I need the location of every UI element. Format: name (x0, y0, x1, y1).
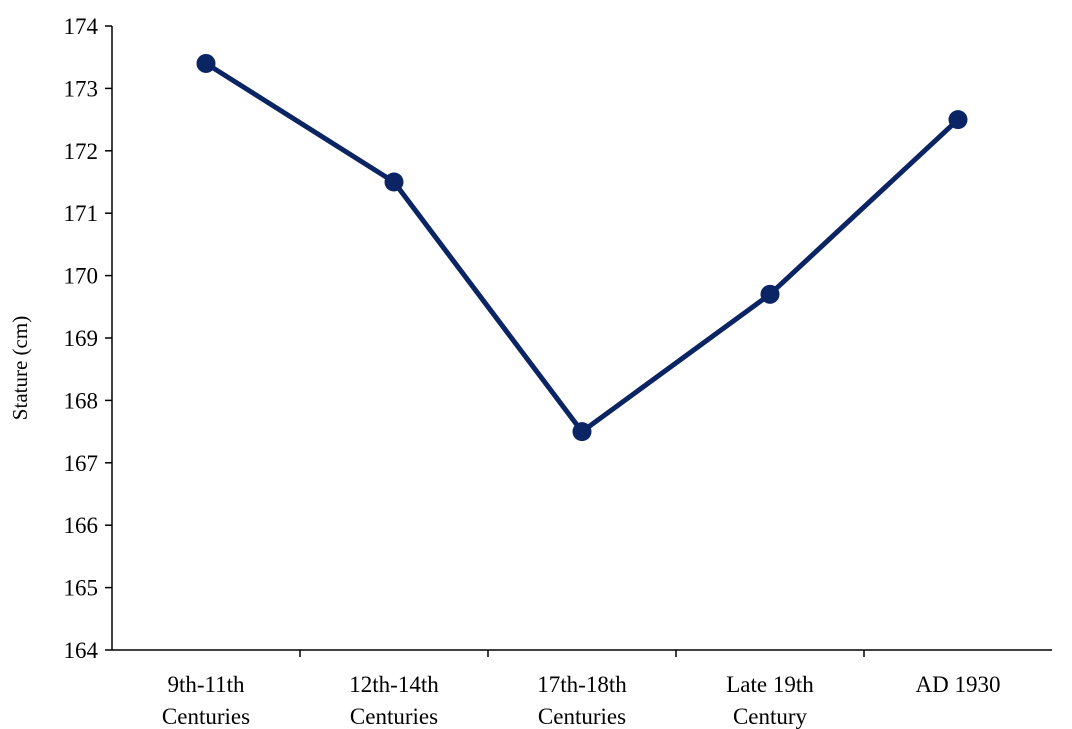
x-category-label-line: 12th-14th (349, 672, 439, 697)
series-line (203, 60, 961, 435)
x-category-label-line: Centuries (538, 704, 626, 729)
data-point (196, 53, 216, 73)
y-tick-label: 171 (64, 201, 99, 226)
y-tick-label: 165 (64, 576, 99, 601)
y-ticks: 164 165 166 167 168 169 170 171 172 173 174 (64, 14, 112, 663)
x-category-label-line: 17th-18th (537, 672, 627, 697)
x-category-label: Late 19th Century (726, 672, 814, 729)
x-category-label-line: 9th-11th (167, 672, 245, 697)
y-tick-label: 166 (64, 513, 99, 538)
y-tick-label: 170 (64, 264, 99, 289)
x-category-label: 12th-14th Centuries (349, 672, 439, 729)
x-category-label: AD 1930 (916, 672, 1001, 697)
y-tick-label: 164 (64, 638, 99, 663)
x-category-label-line: Centuries (350, 704, 438, 729)
x-category-label-line: Century (733, 704, 808, 729)
x-category-label: 9th-11th Centuries (162, 672, 250, 729)
y-tick-label: 168 (64, 388, 99, 413)
y-tick-label: 169 (64, 326, 99, 351)
y-tick-label: 173 (64, 76, 99, 101)
axes (111, 26, 1052, 651)
data-point (760, 284, 780, 304)
x-category-label-line: Late 19th (726, 672, 814, 697)
y-tick-label: 167 (64, 451, 99, 476)
data-point (948, 110, 968, 130)
data-point (572, 422, 592, 442)
y-axis-title: Stature (cm) (8, 316, 32, 420)
x-category-label-line: Centuries (162, 704, 250, 729)
y-tick-label: 172 (64, 139, 99, 164)
x-category-label: 17th-18th Centuries (537, 672, 627, 729)
series-layer (196, 53, 968, 442)
y-tick-label: 174 (64, 14, 99, 39)
data-point (384, 172, 404, 192)
x-category-label-line: AD 1930 (916, 672, 1001, 697)
